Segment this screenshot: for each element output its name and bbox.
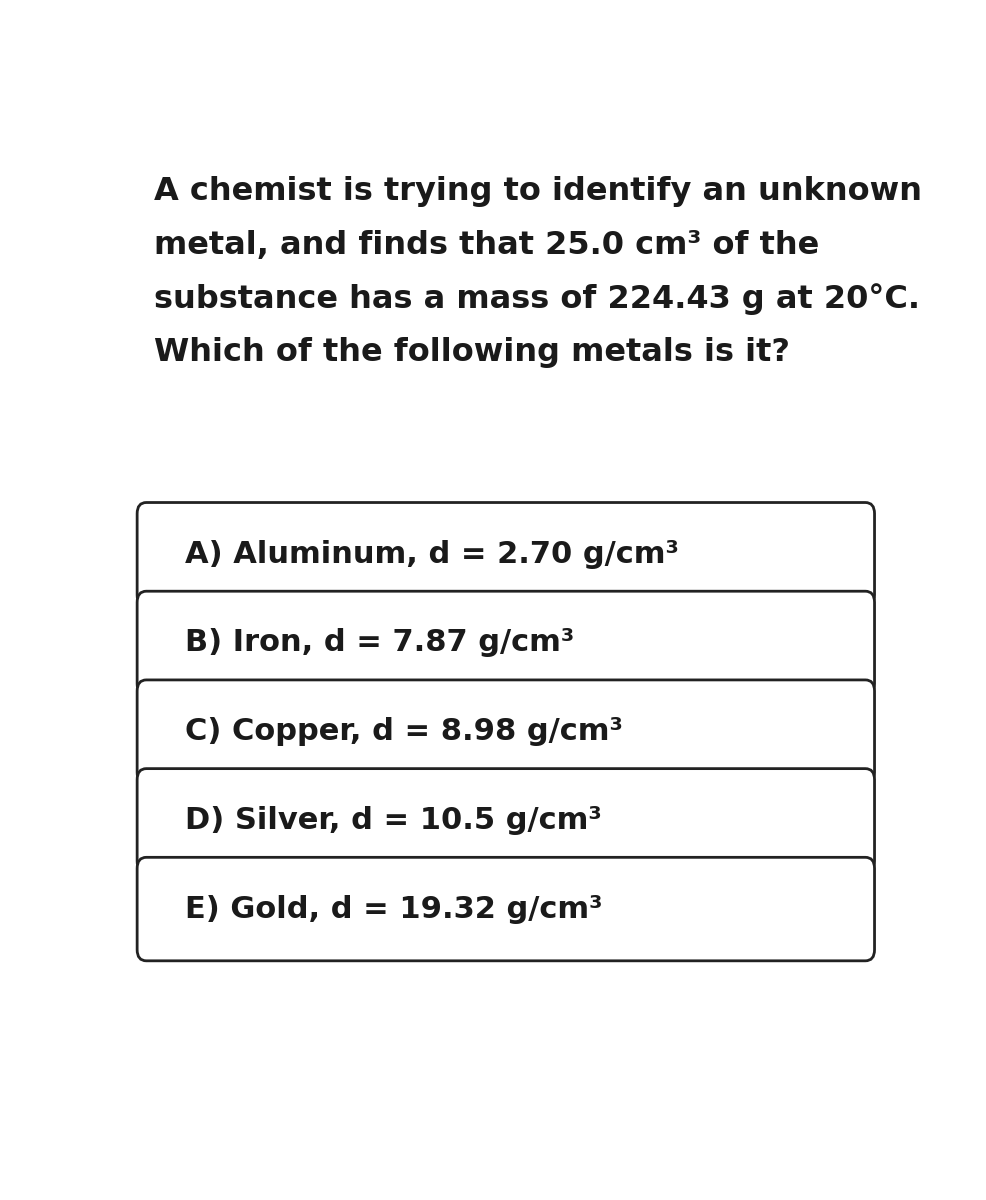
Text: metal, and finds that 25.0 cm³ of the: metal, and finds that 25.0 cm³ of the [154, 230, 818, 260]
Text: D) Silver, d = 10.5 g/cm³: D) Silver, d = 10.5 g/cm³ [184, 806, 600, 835]
Text: A chemist is trying to identify an unknown: A chemist is trying to identify an unkno… [154, 176, 921, 208]
FancyBboxPatch shape [137, 769, 874, 872]
Text: E) Gold, d = 19.32 g/cm³: E) Gold, d = 19.32 g/cm³ [184, 894, 601, 924]
FancyBboxPatch shape [137, 592, 874, 695]
FancyBboxPatch shape [137, 680, 874, 784]
FancyBboxPatch shape [137, 857, 874, 961]
Text: A) Aluminum, d = 2.70 g/cm³: A) Aluminum, d = 2.70 g/cm³ [184, 540, 677, 569]
Text: substance has a mass of 224.43 g at 20°C.: substance has a mass of 224.43 g at 20°C… [154, 283, 919, 316]
Text: C) Copper, d = 8.98 g/cm³: C) Copper, d = 8.98 g/cm³ [184, 718, 622, 746]
Text: B) Iron, d = 7.87 g/cm³: B) Iron, d = 7.87 g/cm³ [184, 629, 573, 658]
FancyBboxPatch shape [137, 503, 874, 606]
Text: Which of the following metals is it?: Which of the following metals is it? [154, 337, 789, 368]
